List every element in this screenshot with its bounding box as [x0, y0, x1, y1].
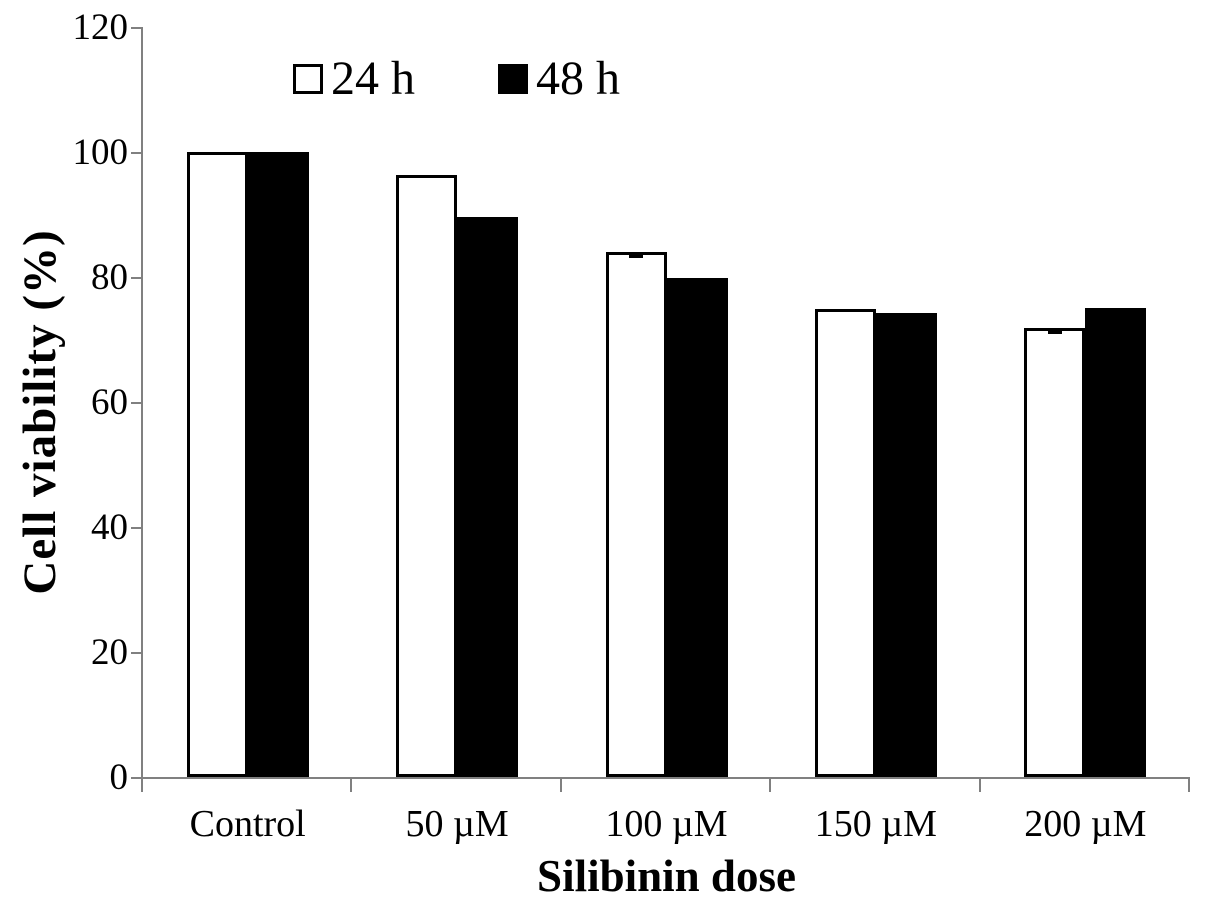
category-label: Control	[189, 803, 306, 845]
legend-label-48h: 48 h	[536, 52, 620, 105]
bar-24h-100um	[605, 252, 667, 777]
bar-48h-50um	[457, 217, 519, 777]
bar-24h-200um	[1024, 328, 1086, 777]
y-tick-label: 80	[91, 257, 128, 298]
bar-24h-control	[186, 152, 248, 777]
x-tick	[769, 779, 772, 792]
bar-24h-50um	[396, 175, 458, 777]
y-tick	[131, 152, 141, 154]
y-tick-label: 120	[72, 7, 129, 48]
bar-48h-100um	[666, 278, 728, 777]
y-tick-label: 20	[91, 632, 128, 673]
x-tick	[978, 779, 981, 792]
bar-24h-150um	[814, 308, 876, 777]
bar-48h-150um	[875, 313, 937, 777]
legend-label-24h: 24 h	[331, 52, 415, 105]
category-label: 150 µM	[814, 803, 937, 845]
category-label: 200 µM	[1024, 803, 1147, 845]
x-axis-title: Silibinin dose	[537, 851, 796, 901]
error-cap	[629, 255, 643, 258]
bar-48h-200um	[1085, 308, 1147, 777]
legend-item-48h: 48 h	[498, 55, 620, 103]
legend-swatch-48h	[498, 64, 528, 94]
y-tick-label: 60	[91, 382, 128, 423]
error-cap	[1047, 331, 1062, 335]
y-axis-line	[141, 27, 143, 779]
bar-48h-control	[247, 152, 309, 777]
y-tick	[131, 777, 141, 779]
legend-swatch-24h	[293, 64, 323, 94]
x-axis-line	[141, 777, 1190, 779]
x-tick	[141, 779, 143, 792]
y-tick-label: 40	[91, 507, 128, 548]
y-tick	[131, 27, 141, 29]
x-tick	[559, 779, 562, 792]
x-tick	[1188, 779, 1190, 792]
y-tick-label: 100	[72, 132, 129, 173]
x-tick	[350, 779, 353, 792]
y-tick	[131, 277, 141, 279]
y-tick	[131, 652, 141, 654]
category-label: 100 µM	[605, 803, 728, 845]
y-tick	[131, 527, 141, 529]
legend-item-24h: 24 h	[293, 55, 415, 103]
category-label: 50 µM	[405, 803, 509, 845]
y-tick	[131, 402, 141, 404]
y-tick-label: 0	[109, 757, 129, 798]
